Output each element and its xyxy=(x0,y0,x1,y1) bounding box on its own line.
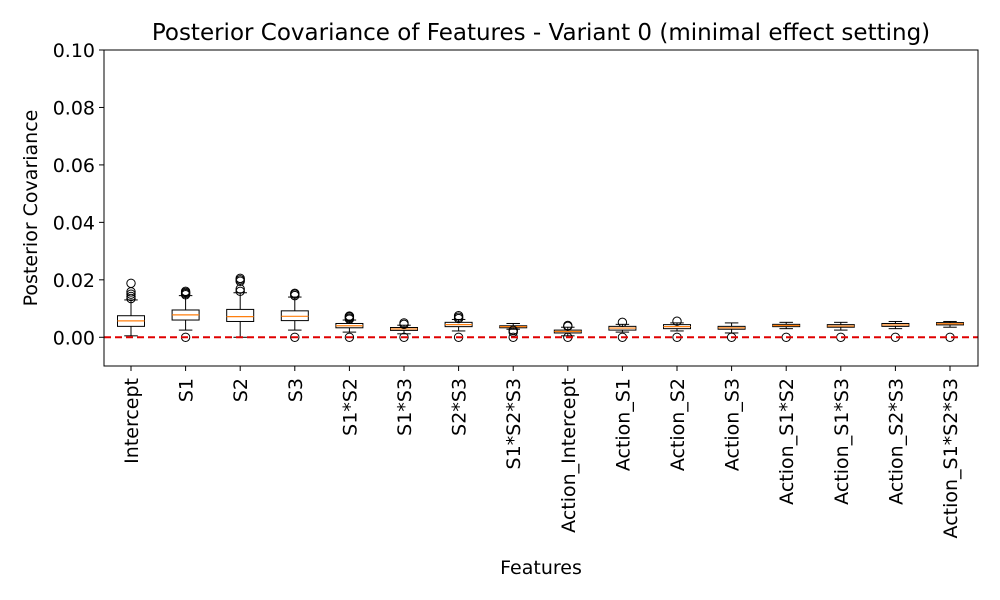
x-tick-label: Action_S2*S3 xyxy=(885,378,907,505)
outlier-point xyxy=(399,318,409,328)
y-axis-label: Posterior Covariance xyxy=(20,110,42,307)
outlier-point xyxy=(126,291,136,302)
outlier-point xyxy=(126,289,136,299)
outlier-point xyxy=(344,311,355,321)
outlier-point xyxy=(290,332,300,342)
outlier-point xyxy=(344,332,355,342)
x-tick-label: Intercept xyxy=(121,378,143,464)
x-tick-label: Action_S3 xyxy=(722,378,744,471)
outlier-point xyxy=(617,317,628,328)
x-axis-label: Features xyxy=(500,557,582,579)
x-tick-label: S1*S2 xyxy=(339,378,361,436)
outlier-point xyxy=(508,325,518,336)
box-S2*S3 xyxy=(444,311,473,342)
y-axis: 0.00 0.02 0.04 0.06 0.08 0.10 xyxy=(53,40,104,349)
box-Action_S1*S2 xyxy=(772,321,801,342)
box-S1 xyxy=(171,286,200,342)
x-tick-label: Action_S1 xyxy=(612,378,634,471)
box-Action_S3 xyxy=(717,322,746,342)
box-Intercept xyxy=(117,278,145,337)
box-Action_Intercept xyxy=(553,320,582,342)
outlier-point xyxy=(235,284,245,294)
box-S1*S3 xyxy=(390,318,418,342)
x-tick-label: S2*S3 xyxy=(449,378,471,436)
y-tick-label: 0.02 xyxy=(53,270,95,292)
box-Action_S1*S2*S3 xyxy=(936,320,964,342)
outlier-point xyxy=(399,332,409,342)
outlier-point xyxy=(453,311,464,321)
x-axis: Intercept S1 S2 S3 S1*S2 S1*S3 S2*S3 S1*S2*S3 Ac… xyxy=(121,366,962,538)
x-tick-label: Action_S1*S2 xyxy=(776,378,798,505)
x-tick-label: S2 xyxy=(230,378,252,402)
plot-area xyxy=(104,273,978,342)
outlier-point xyxy=(126,278,136,288)
x-tick-label: Action_Intercept xyxy=(558,378,580,533)
y-tick-label: 0.00 xyxy=(53,327,95,349)
y-tick-label: 0.08 xyxy=(53,97,95,119)
x-tick-label: S3 xyxy=(285,378,307,402)
x-tick-label: Action_S1*S3 xyxy=(831,378,853,505)
x-tick-label: S1 xyxy=(176,378,198,402)
outlier-point xyxy=(180,286,191,297)
y-tick-label: 0.10 xyxy=(53,40,95,62)
box-Action_S2*S3 xyxy=(881,320,910,342)
outlier-point xyxy=(563,320,573,331)
outlier-point xyxy=(672,316,682,326)
x-tick-label: Action_S2 xyxy=(667,378,689,471)
x-tick-label: Action_S1*S2*S3 xyxy=(940,378,962,538)
outlier-point xyxy=(235,273,245,284)
box-S1*S2*S3 xyxy=(499,322,528,342)
x-tick-label: S1*S2*S3 xyxy=(503,378,525,469)
y-tick-label: 0.06 xyxy=(53,155,95,177)
box-S2 xyxy=(226,273,255,338)
box-Action_S1*S3 xyxy=(826,321,855,342)
box-body xyxy=(226,308,255,322)
box-S1*S2 xyxy=(335,311,364,342)
box-S3 xyxy=(280,288,309,342)
axes-frame xyxy=(103,49,979,367)
x-tick-label: S1*S3 xyxy=(394,378,416,436)
box-Action_S2 xyxy=(663,316,691,342)
outlier-point xyxy=(290,288,300,299)
y-tick-label: 0.04 xyxy=(53,212,95,234)
outlier-point xyxy=(235,286,245,297)
chart-title: Posterior Covariance of Features - Varia… xyxy=(152,20,930,46)
